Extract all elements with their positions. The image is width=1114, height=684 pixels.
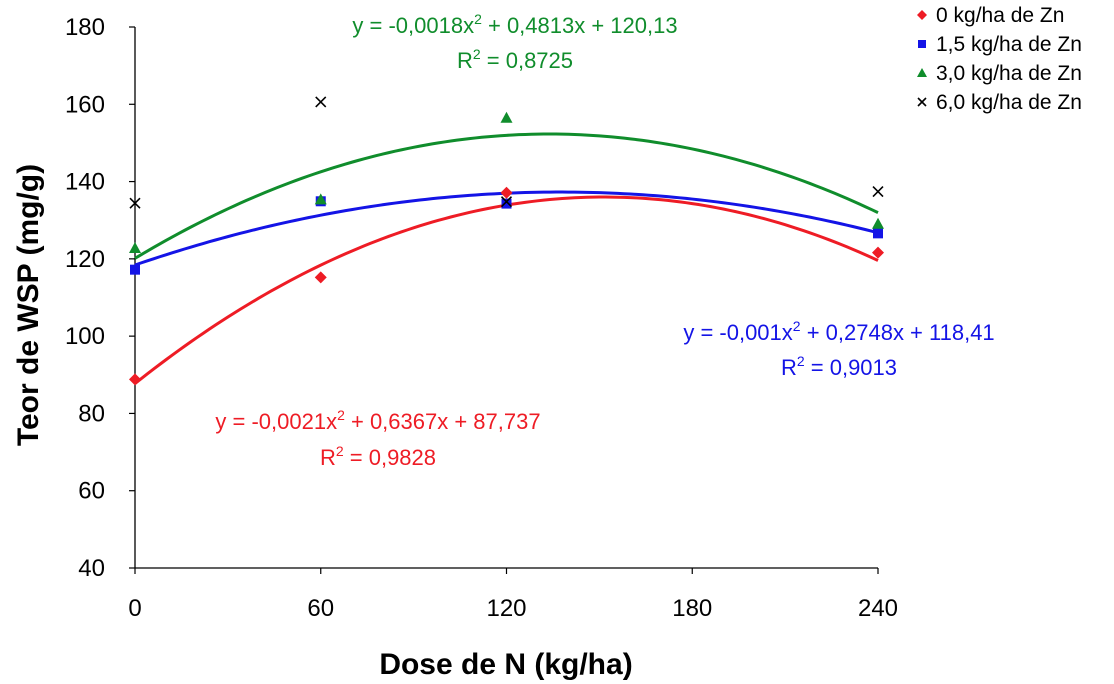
data-points: [129, 96, 884, 386]
y-tick-label: 140: [65, 169, 105, 196]
equation-series-3: y = -0,0018x2 + 0,4813x + 120,13: [352, 11, 677, 38]
trendlines: [134, 132, 879, 385]
equation-series-1: y = -0,0021x2 + 0,6367x + 87,737: [215, 407, 540, 434]
x-tick-label: 240: [858, 595, 898, 622]
y-tick-label: 160: [65, 91, 105, 118]
trendline-series-1: [134, 195, 879, 385]
legend-marker: [917, 97, 927, 107]
legend-item: 1,5 kg/ha de Zn: [918, 33, 1082, 56]
data-point-series-1: [872, 246, 884, 259]
y-tick-label: 120: [65, 246, 105, 273]
data-point-series-3: [500, 111, 513, 123]
data-point-series-4: [872, 186, 884, 198]
x-tick-label: 60: [307, 595, 334, 622]
data-point-series-2: [501, 198, 512, 209]
y-tick-label: 60: [78, 478, 105, 505]
y-tick-label: 180: [65, 14, 105, 41]
legend-marker: [918, 40, 926, 48]
legend-marker: [917, 10, 927, 20]
legend-item: 3,0 kg/ha de Zn: [917, 62, 1082, 85]
legend-label: 3,0 kg/ha de Zn: [936, 62, 1082, 85]
legend-label: 1,5 kg/ha de Zn: [936, 33, 1082, 56]
data-point-series-1: [314, 271, 327, 284]
legend-label: 6,0 kg/ha de Zn: [936, 91, 1082, 114]
data-point-series-4: [315, 96, 327, 108]
y-tick-label: 40: [78, 555, 105, 582]
y-axis-title: Teor de WSP (mg/g): [12, 164, 45, 446]
trendline-series-3: [134, 132, 879, 260]
data-point-series-3: [129, 242, 141, 254]
legend-item: 0 kg/ha de Zn: [917, 4, 1064, 27]
ticks: 40 60 80 100 120 140 160 180 0 60 120 180 240: [65, 14, 898, 622]
data-point-series-1: [129, 373, 141, 386]
legend-marker: [917, 68, 927, 77]
data-point-series-4: [500, 196, 513, 208]
axes: [134, 27, 878, 569]
legend-item: 6,0 kg/ha de Zn: [917, 91, 1082, 114]
data-point-series-4: [129, 197, 141, 209]
data-point-series-3: [872, 217, 884, 229]
data-point-series-3: [314, 193, 327, 205]
r2-series-2: R2 = 0,9013: [781, 353, 897, 380]
data-point-series-2: [873, 228, 883, 239]
equation-series-2: y = -0,001x2 + 0,2748x + 118,41: [683, 318, 994, 345]
y-tick-label: 100: [65, 323, 105, 350]
r2-series-1: R2 = 0,9828: [320, 443, 436, 470]
legend-label: 0 kg/ha de Zn: [936, 4, 1064, 27]
x-axis-title: Dose de N (kg/ha): [379, 648, 632, 681]
data-point-series-1: [500, 186, 513, 199]
data-point-series-2: [130, 264, 140, 275]
equations: y = -0,0018x2 + 0,4813x + 120,13 R2 = 0,…: [215, 11, 994, 470]
x-tick-label: 0: [128, 595, 141, 622]
y-tick-label: 80: [78, 400, 105, 427]
x-tick-label: 180: [672, 595, 712, 622]
legend: 0 kg/ha de Zn 1,5 kg/ha de Zn 3,0 kg/ha de…: [917, 4, 1082, 114]
r2-series-3: R2 = 0,8725: [457, 46, 573, 73]
x-tick-label: 120: [486, 595, 526, 622]
